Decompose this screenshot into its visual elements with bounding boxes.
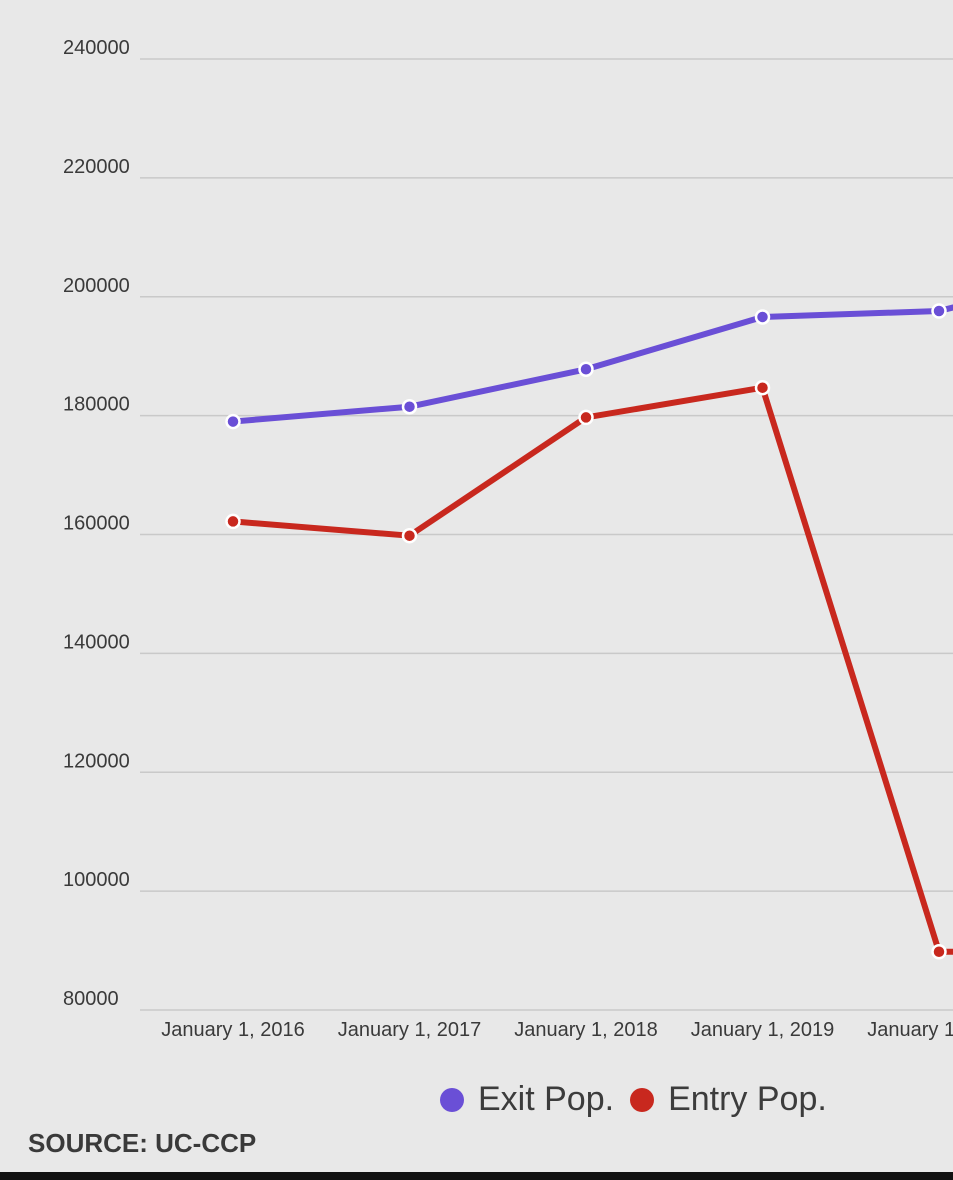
y-tick-label: 200000 — [63, 275, 130, 297]
data-point — [754, 309, 771, 325]
bottom-border — [0, 1172, 953, 1180]
legend-label-exit: Exit Pop. — [478, 1080, 615, 1118]
x-tick-label: January 1, 2016 — [161, 1019, 304, 1041]
y-tick-label: 120000 — [63, 750, 130, 772]
legend-item-exit: Exit Pop. — [440, 1080, 614, 1119]
legend-marker-entry — [630, 1087, 655, 1112]
line-chart: 240000 220000 200000 180000 160000 140000 1200… — [63, 37, 953, 1041]
x-tick-label: January 1, 2019 — [691, 1019, 834, 1041]
data-point — [225, 413, 241, 430]
y-tick-label: 140000 — [63, 631, 130, 653]
y-tick-label: 80000 — [63, 988, 119, 1010]
y-tick-label: 160000 — [63, 513, 130, 535]
data-point — [931, 944, 947, 960]
legend-marker-exit — [440, 1087, 464, 1112]
x-tick-label: January 1, 2017 — [338, 1019, 481, 1041]
legend-item-entry: Entry Pop. — [630, 1080, 827, 1119]
source-note: SOURCE: UC-CCP — [28, 1128, 257, 1158]
y-axis-ticks: 240000 220000 200000 180000 160000 140000 1200… — [63, 37, 130, 1010]
data-point — [401, 527, 418, 544]
data-point — [754, 379, 771, 396]
data-point — [401, 398, 418, 415]
data-point — [225, 513, 241, 530]
data-point — [578, 409, 594, 426]
gridlines — [140, 58, 953, 1011]
series-line-0 — [230, 304, 953, 425]
y-tick-label: 180000 — [63, 394, 130, 416]
y-tick-label: 240000 — [63, 37, 130, 59]
y-tick-label: 100000 — [63, 869, 130, 891]
series-lines — [225, 303, 953, 960]
data-point — [578, 361, 594, 378]
data-point — [931, 303, 947, 319]
x-axis-ticks: January 1, 2016 January 1, 2017 January 1,… — [161, 1019, 953, 1041]
y-tick-label: 220000 — [63, 156, 130, 178]
x-tick-label: January 1, 2018 — [514, 1019, 657, 1041]
legend-label-entry: Entry Pop. — [668, 1080, 827, 1118]
series-line-1 — [230, 384, 953, 955]
x-tick-label: January 1, 2020 — [867, 1019, 953, 1041]
legend: Exit Pop. Entry Pop. — [440, 1080, 843, 1119]
